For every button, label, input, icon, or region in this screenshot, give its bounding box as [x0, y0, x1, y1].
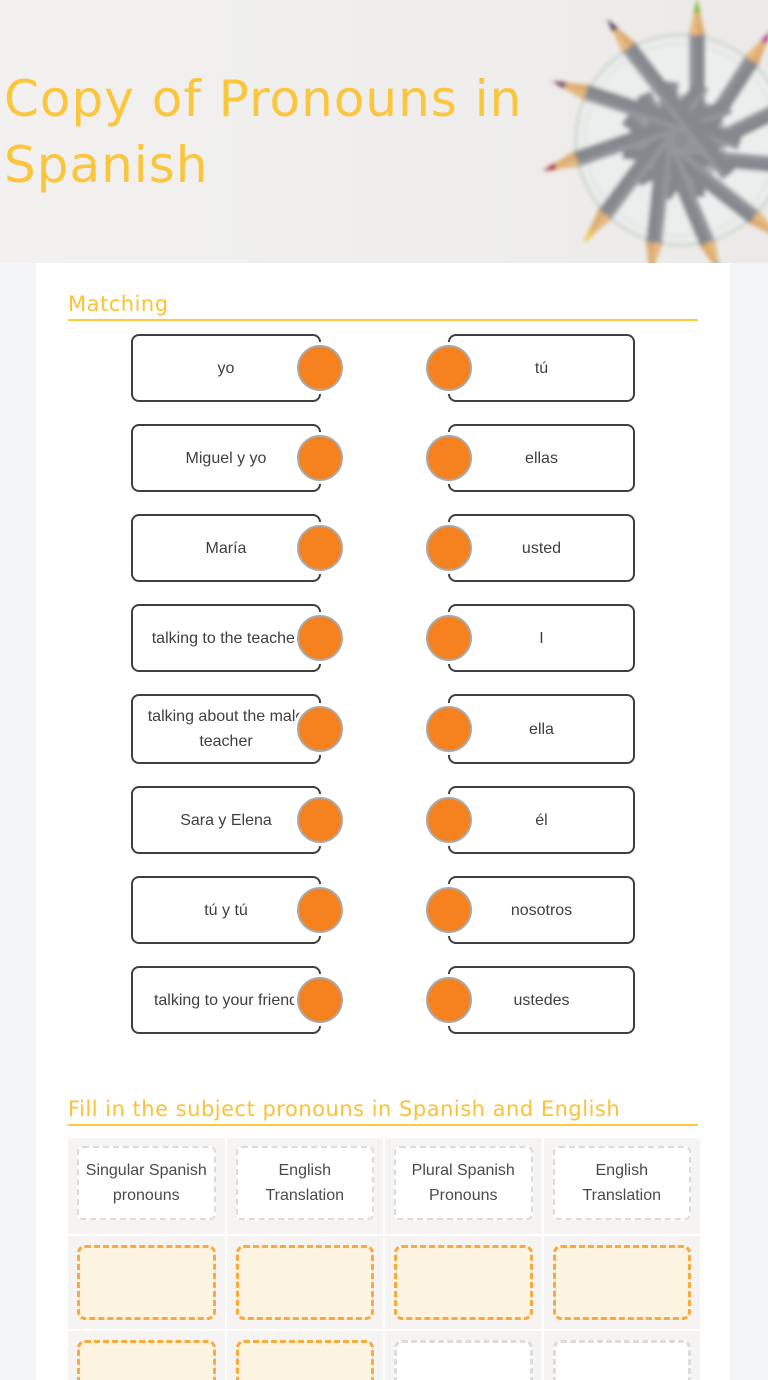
- match-connector-left[interactable]: [297, 525, 343, 571]
- table-header-cell: English Translation: [226, 1138, 383, 1234]
- match-item-right: ustedes: [426, 966, 635, 1034]
- match-row: tú y tú nosotros: [68, 876, 698, 944]
- fill-in-heading: Fill in the subject pronouns in Spanish …: [68, 1097, 621, 1121]
- fill-in-table: Singular Spanish pronouns English Transla…: [68, 1138, 700, 1380]
- match-connector-left[interactable]: [297, 887, 343, 933]
- match-item-left-label: talking to your friend: [153, 991, 299, 1009]
- match-item-right: ella: [426, 694, 635, 764]
- table-data-cell: [543, 1331, 700, 1380]
- match-item-right: usted: [426, 514, 635, 582]
- match-item-left: María: [131, 514, 343, 582]
- match-item-right-label: él: [535, 811, 548, 829]
- fill-in-heading-rule: [68, 1124, 698, 1126]
- table-header-cell: Singular Spanish pronouns: [68, 1138, 225, 1234]
- answer-box[interactable]: [552, 1340, 691, 1380]
- match-item-left: talking to your friend: [131, 966, 343, 1034]
- table-header-label: Plural Spanish Pronouns: [394, 1146, 533, 1220]
- match-item-right-label: usted: [521, 539, 562, 557]
- match-item-left-label: talking to the teacher: [151, 629, 301, 647]
- table-header-cell: English Translation: [543, 1138, 700, 1234]
- match-connector-right[interactable]: [426, 615, 472, 661]
- match-item-right: I: [426, 604, 635, 672]
- matching-section: Matching yo tú Miguel y yo ellas María u: [68, 263, 698, 1034]
- match-connector-right[interactable]: [426, 977, 472, 1023]
- table-header-label: English Translation: [552, 1146, 691, 1220]
- answer-box[interactable]: [552, 1245, 691, 1320]
- answer-box[interactable]: [77, 1340, 216, 1380]
- match-item-right-label: ellas: [525, 449, 558, 467]
- match-connector-right[interactable]: [426, 706, 472, 752]
- match-item-right: nosotros: [426, 876, 635, 944]
- match-connector-right[interactable]: [426, 345, 472, 391]
- match-connector-left[interactable]: [297, 435, 343, 481]
- match-item-left-label: yo: [217, 359, 235, 377]
- match-row: yo tú: [68, 334, 698, 402]
- match-item-left-label: tú y tú: [204, 901, 248, 919]
- table-data-cell: [68, 1331, 225, 1380]
- table-header-label: English Translation: [235, 1146, 374, 1220]
- match-list: yo tú Miguel y yo ellas María usted talk…: [68, 334, 698, 1034]
- match-connector-left[interactable]: [297, 615, 343, 661]
- match-row: talking to your friend ustedes: [68, 966, 698, 1034]
- match-item-right: él: [426, 786, 635, 854]
- match-connector-right[interactable]: [426, 435, 472, 481]
- matching-heading: Matching: [68, 292, 169, 316]
- match-item-right-label: I: [539, 629, 544, 647]
- match-row: Miguel y yo ellas: [68, 424, 698, 492]
- fill-in-section: Fill in the subject pronouns in Spanish …: [68, 1097, 700, 1380]
- match-connector-left[interactable]: [297, 345, 343, 391]
- match-item-left: Miguel y yo: [131, 424, 343, 492]
- match-item-right: ellas: [426, 424, 635, 492]
- match-item-left-label: talking about the male teacher: [147, 708, 305, 750]
- answer-box[interactable]: [394, 1245, 533, 1320]
- page-title: Copy of Pronouns in Spanish: [4, 70, 523, 194]
- match-item-left: yo: [131, 334, 343, 402]
- table-data-cell: [543, 1236, 700, 1329]
- match-connector-right[interactable]: [426, 887, 472, 933]
- match-item-right-label: ella: [529, 720, 554, 738]
- answer-box[interactable]: [77, 1245, 216, 1320]
- match-connector-right[interactable]: [426, 525, 472, 571]
- table-header-cell: Plural Spanish Pronouns: [385, 1138, 542, 1234]
- match-item-right-label: nosotros: [510, 901, 573, 919]
- table-header-label: Singular Spanish pronouns: [77, 1146, 216, 1220]
- match-connector-left[interactable]: [297, 797, 343, 843]
- match-item-left: tú y tú: [131, 876, 343, 944]
- match-item-left-label: María: [205, 539, 247, 557]
- match-row: talking to the teacher I: [68, 604, 698, 672]
- match-connector-right[interactable]: [426, 797, 472, 843]
- worksheet-card: Matching yo tú Miguel y yo ellas María u: [36, 263, 730, 1380]
- match-row: María usted: [68, 514, 698, 582]
- table-data-cell: [68, 1236, 225, 1329]
- match-item-right: tú: [426, 334, 635, 402]
- table-data-cell: [385, 1236, 542, 1329]
- match-item-left-label: Miguel y yo: [185, 449, 267, 467]
- page-header: Copy of Pronouns in Spanish: [0, 0, 768, 263]
- matching-heading-rule: [68, 319, 698, 321]
- match-item-left: Sara y Elena: [131, 786, 343, 854]
- match-item-right-label: ustedes: [513, 991, 570, 1009]
- table-data-cell: [385, 1331, 542, 1380]
- match-connector-left[interactable]: [297, 977, 343, 1023]
- table-data-cell: [226, 1331, 383, 1380]
- match-item-right-label: tú: [534, 359, 549, 377]
- match-row: talking about the male teacher ella: [68, 694, 698, 764]
- table-data-cell: [226, 1236, 383, 1329]
- match-item-left-label: Sara y Elena: [180, 811, 272, 829]
- answer-box[interactable]: [394, 1340, 533, 1380]
- match-item-left: talking about the male teacher: [131, 694, 343, 764]
- answer-box[interactable]: [235, 1340, 374, 1380]
- match-row: Sara y Elena él: [68, 786, 698, 854]
- match-item-left: talking to the teacher: [131, 604, 343, 672]
- match-connector-left[interactable]: [297, 706, 343, 752]
- answer-box[interactable]: [235, 1245, 374, 1320]
